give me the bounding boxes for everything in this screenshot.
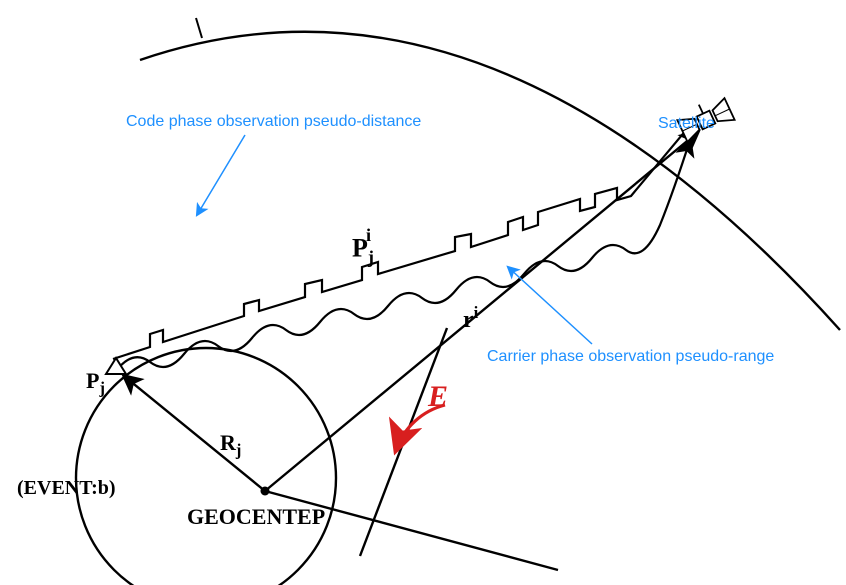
label-geocenter: GEOCENTEP (187, 504, 325, 530)
label-event: (EVENT:b) (17, 477, 116, 500)
symbol-r-i-base: r (463, 307, 474, 333)
diagram-canvas (0, 0, 846, 585)
symbol-R-j: Rj (220, 430, 241, 460)
symbol-r-i: ri (463, 303, 478, 334)
label-carrier-phase: Carrier phase observation pseudo-range (487, 348, 774, 366)
label-satellite: Satellite (658, 115, 715, 133)
orbit-tick (196, 18, 202, 38)
symbol-P-j-base: P (86, 368, 99, 393)
symbol-E: E (428, 380, 448, 414)
symbol-r-i-sup: i (474, 303, 479, 322)
geocenter-point (261, 487, 270, 496)
symbol-P-j-sub: j (99, 378, 105, 397)
arrow-carrier-phase (508, 267, 592, 344)
orbit-arc (140, 32, 840, 330)
symbol-P-ij-sub: j (368, 247, 374, 267)
arrow-code-phase (197, 135, 245, 215)
symbol-P-ij-sup: i (366, 225, 371, 245)
code-phase-signal (113, 123, 692, 359)
station-marker (106, 358, 126, 374)
symbol-R-j-base: R (220, 430, 236, 455)
vector-R-j (124, 376, 265, 491)
label-code-phase: Code phase observation pseudo-distance (126, 113, 421, 131)
symbol-P-ij: Pji (352, 231, 379, 268)
symbol-R-j-sub: j (236, 440, 242, 459)
earth-circle (76, 348, 336, 585)
symbol-P-j: Pj (86, 368, 105, 398)
horizon-line (360, 328, 447, 556)
carrier-phase-signal (116, 140, 690, 371)
